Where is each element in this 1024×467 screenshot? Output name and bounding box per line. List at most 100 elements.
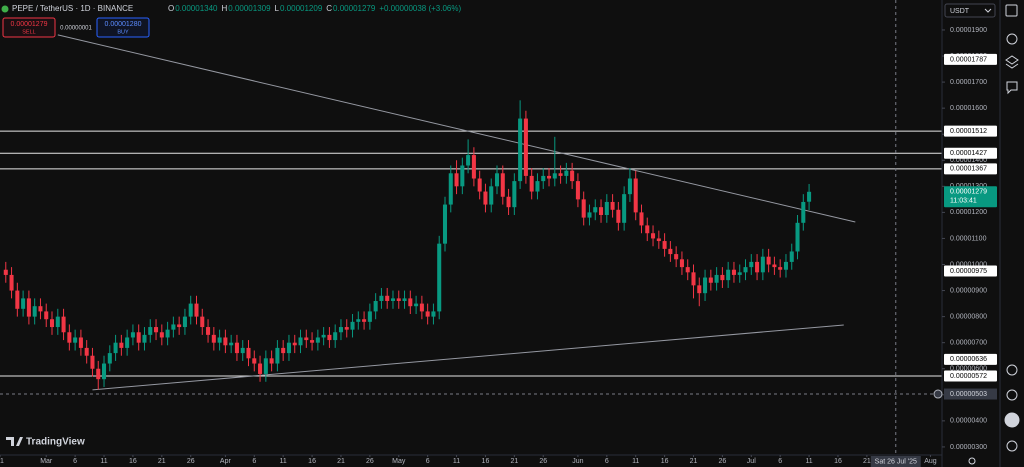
x-tick-label: 6 [778,458,782,465]
candle-body [471,155,476,179]
candle-body [466,155,471,166]
y-tick-label: 0.00001900 [950,27,987,34]
currency-caret [984,8,992,13]
x-tick-label: 21 [158,458,166,465]
candle-body [84,347,89,356]
candle-body [148,327,153,335]
toolbar-watchlist[interactable] [1005,4,1018,17]
candle-body [685,267,690,273]
price-label: 0.00000636 [950,356,987,363]
sell-button[interactable] [2,17,56,38]
x-tick-label: Aug [924,458,937,465]
y-tick-label: 0.00001000 [950,261,987,268]
candle-body [402,298,407,301]
candle-body [154,327,159,333]
candle-body [281,347,286,354]
candle-body [350,321,355,330]
candle-body [3,269,8,275]
candle-body [801,201,806,223]
price-label: 0.00001512 [950,128,987,135]
price-label: 0.00001787 [950,56,987,63]
symbol-title[interactable]: PEPE / TetherUS · 1D · BINANCE [12,4,133,13]
candle-body [165,329,170,338]
x-tick-label: 11 [280,458,287,465]
candle-body [396,298,401,301]
y-tick-label: 0.00001600 [950,105,987,112]
candle-body [668,248,673,255]
candle-body [674,254,679,260]
x-tick-label: Apr [220,458,232,465]
toolbar-chat[interactable] [1006,81,1018,95]
x-tick-label: 21 [863,458,871,465]
candle-body [263,358,268,374]
crosshair-y-box [944,388,997,400]
toolbar-target[interactable] [1006,364,1018,376]
candle-body [240,347,245,354]
candle-body [599,207,604,215]
candle-body [523,118,528,176]
candle-body [206,327,211,335]
price-label-box [944,265,997,277]
x-tick-label: 21 [337,458,345,465]
candle-body [772,264,777,268]
sell-label: SELL [22,29,35,35]
candle-body [593,207,598,213]
candle-body [102,363,107,380]
candle-body [489,186,494,205]
candle-body [518,118,523,182]
toolbar-notifications[interactable] [1006,440,1018,452]
x-tick-label: 26 [366,458,374,465]
toolbar-apps[interactable] [1004,412,1020,428]
candle-body [234,342,239,354]
buy-button[interactable] [96,17,150,38]
candle-body [310,340,315,343]
candle-body [656,238,661,242]
candle-body [437,243,442,312]
candle-body [61,316,66,333]
price-label-box [944,163,997,175]
x-tick-label: 11 [805,458,812,465]
candle-body [21,298,26,309]
candle-body [356,319,361,322]
currency-selector[interactable] [944,3,996,18]
toolbar-layers[interactable] [1005,55,1019,69]
candle-body [703,277,708,294]
ohlc-value: 0.00001309 [228,4,271,13]
y-tick-label: 0.00000900 [950,287,987,294]
y-tick-label: 0.00001700 [950,79,987,86]
buy-label: BUY [117,29,129,35]
price-label: 0.00001279 [950,189,987,196]
candle-body [15,290,20,309]
plot-area [0,34,942,391]
toolbar-help[interactable] [1006,389,1018,401]
axis-settings[interactable] [968,457,976,465]
x-tick-label: 11 [453,458,460,465]
price-label-box [944,370,997,382]
ohlc-key: H [222,4,228,13]
x-tick-label: 21 [0,458,4,465]
candle-body [783,261,788,270]
candle-body [639,212,644,226]
candle-body [454,173,459,187]
candle-body [408,298,413,307]
candle-body [679,259,684,268]
x-tick-label: 26 [718,458,726,465]
candle-body [252,358,257,364]
ohlc-value: 0.00001279 [333,4,376,13]
candle-body [177,324,182,328]
x-tick-label: 16 [308,458,316,465]
candle-body [529,175,534,192]
spread: 0.00000001 [60,26,92,32]
candle-body [662,241,667,249]
candle-body [807,191,812,202]
toolbar-alerts[interactable] [1006,33,1018,45]
candle-body [414,303,419,307]
candle-body [194,303,199,317]
candle-body [119,342,124,348]
candle-body [708,277,713,283]
x-tick-label: 16 [482,458,490,465]
x-tick-label: 6 [426,458,430,465]
candle-body [223,337,228,346]
candle-body [755,261,760,273]
